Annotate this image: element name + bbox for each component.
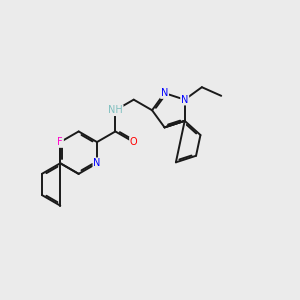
Text: NH: NH bbox=[108, 105, 123, 115]
Text: N: N bbox=[181, 94, 188, 105]
Text: F: F bbox=[58, 137, 63, 147]
Text: O: O bbox=[130, 137, 137, 147]
Text: N: N bbox=[93, 158, 101, 168]
Text: N: N bbox=[161, 88, 168, 98]
